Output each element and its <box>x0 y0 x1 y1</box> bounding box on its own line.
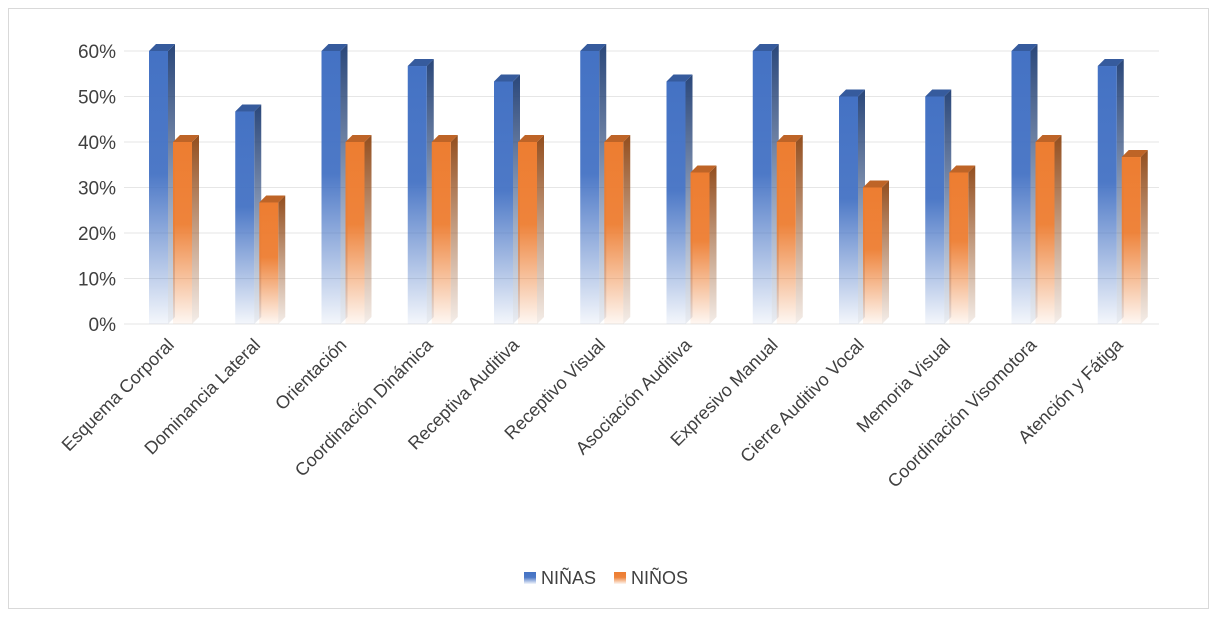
bar-ninos <box>1035 135 1062 324</box>
bar-ninos <box>949 165 976 324</box>
bar-ninos <box>259 195 286 324</box>
bar-ninas <box>407 59 434 324</box>
bar-ninas <box>494 74 520 324</box>
bar-ninos <box>431 135 458 324</box>
y-tick-label: 40% <box>78 133 116 154</box>
bar-ninos <box>776 135 803 324</box>
bar-ninas <box>1097 59 1124 324</box>
chart-frame: 0% 10% 20% 30% 40% 50% 60% Esquema Corporal Dom… <box>8 8 1209 609</box>
bar-ninos <box>518 135 544 324</box>
bar-chart: 0% 10% 20% 30% 40% 50% 60% Esquema CorporalDom… <box>58 42 1159 588</box>
y-tick-label: 50% <box>78 88 116 109</box>
legend-label: NIÑAS <box>541 567 596 588</box>
bars <box>149 44 1148 324</box>
bar-ninas <box>839 89 865 324</box>
bar-ninas <box>666 74 693 324</box>
y-tick-label: 30% <box>78 179 116 200</box>
x-tick-label: Coordinación Visomotora <box>884 334 1042 492</box>
legend-swatch <box>614 572 627 584</box>
bar-ninas <box>580 44 607 324</box>
x-tick-label: Orientación <box>271 335 350 414</box>
bar-ninas <box>235 104 262 324</box>
bar-ninos <box>690 165 717 324</box>
bar-ninos <box>173 135 199 324</box>
bar-ninos <box>604 135 631 324</box>
x-tick-label: Coordinación Dinámica <box>291 334 437 480</box>
bar-ninas <box>321 44 348 324</box>
bar-ninas <box>752 44 779 324</box>
bar-ninas <box>925 89 952 324</box>
y-tick-label: 0% <box>89 315 117 336</box>
legend: NIÑAS NIÑOS <box>524 567 688 588</box>
bar-ninos <box>345 135 372 324</box>
legend-swatch <box>524 572 536 584</box>
y-tick-label: 60% <box>78 42 116 63</box>
gridlines <box>124 50 1159 325</box>
legend-item-ninos: NIÑOS <box>614 567 688 588</box>
bar-ninos <box>1121 150 1148 324</box>
y-tick-label: 10% <box>78 270 116 291</box>
y-tick-label: 20% <box>78 224 116 245</box>
bar-ninas <box>1011 44 1038 324</box>
legend-label: NIÑOS <box>631 567 688 588</box>
bar-ninas <box>149 44 175 324</box>
bar-ninos <box>863 180 889 324</box>
legend-item-ninas: NIÑAS <box>524 567 596 588</box>
y-axis: 0% 10% 20% 30% 40% 50% 60% <box>78 42 116 336</box>
